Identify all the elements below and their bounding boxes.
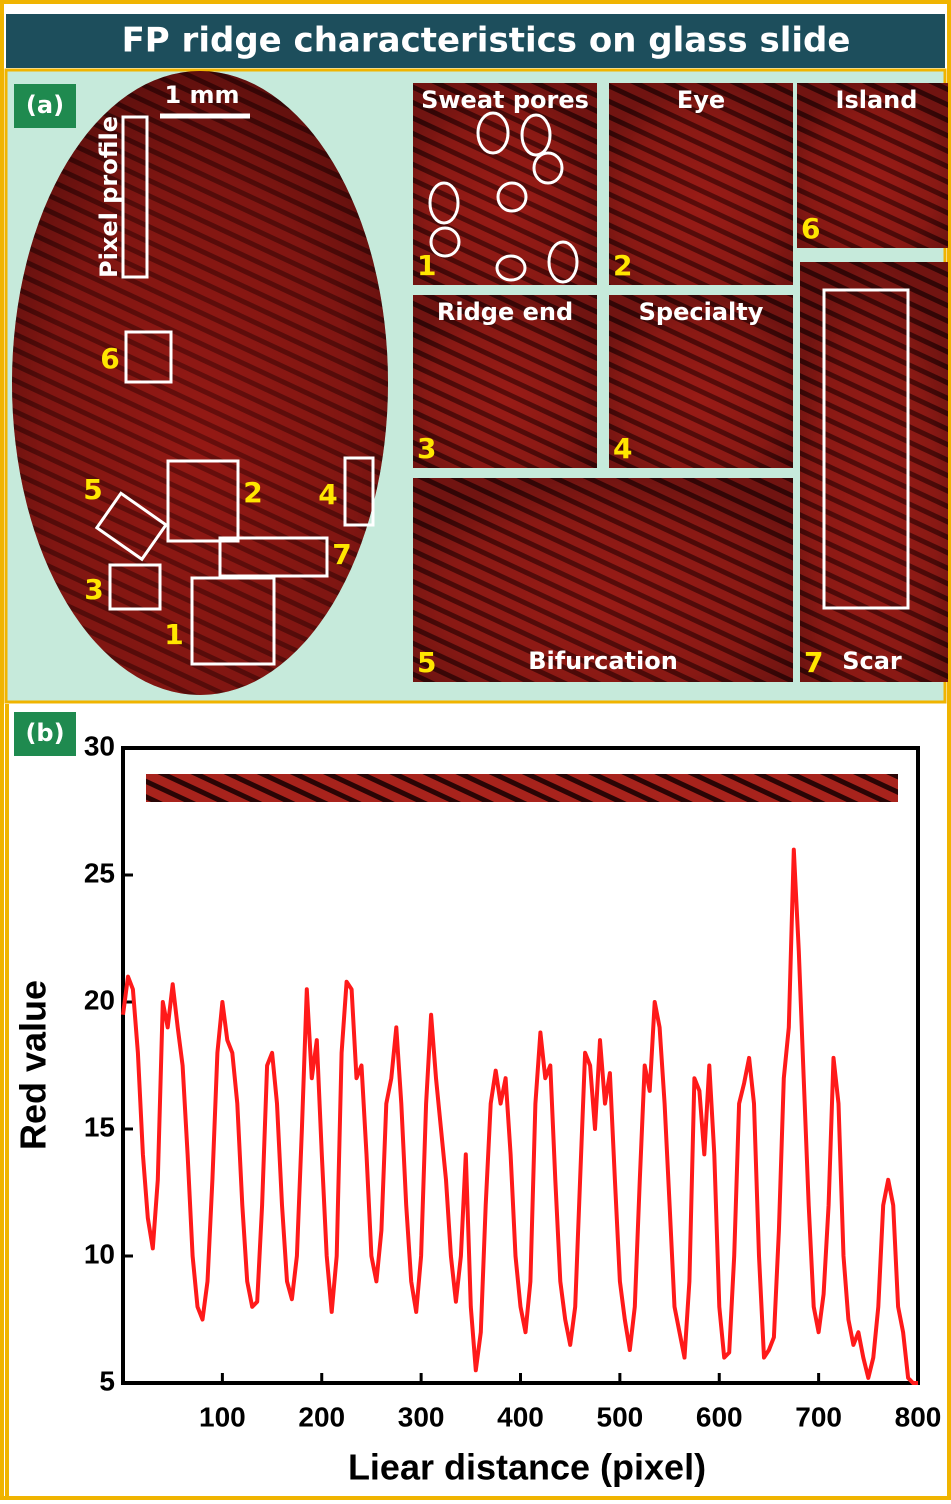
inset-number: 3 <box>417 432 436 465</box>
y-tick-label: 10 <box>84 1238 115 1269</box>
roi <box>124 330 173 384</box>
y-tick-label: 5 <box>99 1365 115 1396</box>
inset-label: Eye <box>677 86 725 114</box>
roi <box>94 491 169 562</box>
inset-number: 1 <box>417 249 436 282</box>
roi-number: 7 <box>332 538 351 571</box>
inset-number: 7 <box>804 646 823 679</box>
roi <box>218 536 329 578</box>
y-tick-label: 20 <box>84 984 115 1015</box>
profile-strip <box>146 774 898 802</box>
roi <box>190 576 276 666</box>
roi <box>822 288 910 610</box>
inset-label: Specialty <box>639 298 764 326</box>
roi-number: 2 <box>243 476 262 509</box>
panel-label: (a) <box>26 91 64 119</box>
x-tick-label: 400 <box>497 1401 544 1432</box>
inset-ridges <box>800 262 948 682</box>
y-tick-label: 30 <box>84 730 115 761</box>
pore-marker <box>496 181 528 213</box>
roi-number: 3 <box>84 573 103 606</box>
roi-label: Pixel profile <box>95 116 123 278</box>
inset-label: Ridge end <box>437 298 573 326</box>
inset-number: 6 <box>801 212 820 245</box>
inset-ridges <box>797 83 948 248</box>
pore-marker <box>429 226 461 258</box>
roi-number: 1 <box>164 618 183 651</box>
y-tick-label: 25 <box>84 857 115 888</box>
x-axis-label: Liear distance (pixel) <box>348 1447 706 1488</box>
inset-label: Sweat pores <box>421 86 589 114</box>
inset-ridges <box>413 295 597 468</box>
inset-number: 4 <box>613 432 632 465</box>
pore-marker <box>495 254 527 282</box>
roi-number: 4 <box>318 478 337 511</box>
roi <box>166 459 240 543</box>
header-title: FP ridge characteristics on glass slide <box>122 21 851 61</box>
inset-label: Scar <box>842 647 902 675</box>
pore-marker <box>547 240 579 284</box>
x-tick-label: 600 <box>696 1401 743 1432</box>
inset-ridges <box>413 478 793 682</box>
pore-marker <box>476 111 510 155</box>
roi <box>121 115 149 279</box>
inset-ridges <box>609 295 793 468</box>
fingerprint-ridges <box>12 71 388 695</box>
x-tick-label: 800 <box>895 1401 942 1432</box>
roi-number: 6 <box>100 342 119 375</box>
inset-label: Island <box>836 86 918 114</box>
inset-label: Bifurcation <box>528 647 678 675</box>
x-tick-label: 700 <box>795 1401 842 1432</box>
data-line <box>121 847 918 1385</box>
roi <box>108 563 162 611</box>
x-tick-label: 300 <box>398 1401 445 1432</box>
roi-number: 5 <box>83 473 102 506</box>
panel-label-box <box>14 712 76 756</box>
inset-number: 2 <box>613 249 632 282</box>
pore-marker <box>428 181 460 225</box>
scale-label: 1 mm <box>164 81 239 109</box>
panel-label: (b) <box>25 719 64 747</box>
x-tick-label: 100 <box>199 1401 246 1432</box>
y-axis-label: Red value <box>13 980 54 1150</box>
pore-marker <box>520 113 552 157</box>
pore-marker <box>532 151 564 185</box>
header-band <box>6 14 945 68</box>
inset-ridges <box>609 83 793 285</box>
y-tick-label: 15 <box>84 1111 115 1142</box>
inset-number: 5 <box>417 646 436 679</box>
roi <box>343 456 375 527</box>
panel-label-box <box>14 84 76 128</box>
x-tick-label: 500 <box>597 1401 644 1432</box>
x-tick-label: 200 <box>298 1401 345 1432</box>
